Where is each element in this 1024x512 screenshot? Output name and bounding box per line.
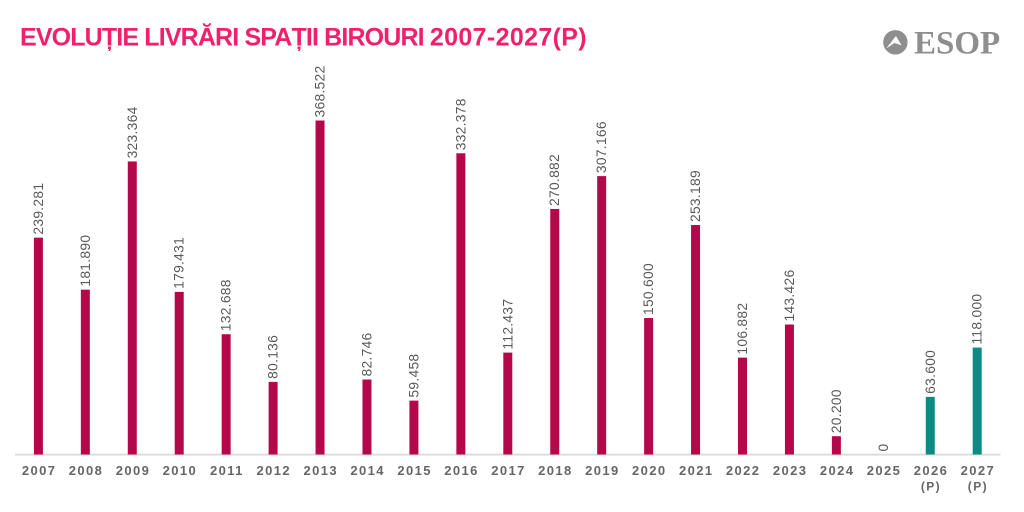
svg-text:2015: 2015	[397, 463, 432, 478]
svg-text:2022: 2022	[726, 463, 761, 478]
svg-text:0: 0	[876, 444, 891, 452]
svg-text:332.378: 332.378	[453, 98, 468, 150]
svg-text:179.431: 179.431	[172, 237, 187, 289]
svg-text:181.890: 181.890	[78, 235, 93, 287]
svg-text:59.458: 59.458	[406, 354, 421, 398]
svg-text:2025: 2025	[867, 463, 902, 478]
svg-text:239.281: 239.281	[31, 183, 46, 235]
svg-text:2013: 2013	[303, 463, 338, 478]
svg-text:2021: 2021	[679, 463, 714, 478]
svg-text:(P): (P)	[968, 480, 988, 494]
svg-text:2016: 2016	[444, 463, 479, 478]
svg-text:80.136: 80.136	[266, 335, 281, 379]
svg-text:2014: 2014	[350, 463, 385, 478]
svg-text:(P): (P)	[921, 480, 941, 494]
svg-text:ESOP: ESOP	[914, 26, 1000, 62]
svg-text:2009: 2009	[116, 463, 151, 478]
svg-text:2024: 2024	[820, 463, 855, 478]
svg-text:2020: 2020	[632, 463, 667, 478]
svg-text:2026: 2026	[914, 463, 949, 478]
svg-text:2017: 2017	[491, 463, 526, 478]
svg-text:106.882: 106.882	[735, 303, 750, 355]
svg-text:143.426: 143.426	[782, 270, 797, 322]
svg-text:2019: 2019	[585, 463, 620, 478]
svg-text:253.189: 253.189	[688, 170, 703, 222]
svg-text:82.746: 82.746	[359, 332, 374, 376]
svg-text:2007: 2007	[22, 463, 57, 478]
svg-text:2012: 2012	[257, 463, 292, 478]
svg-text:307.166: 307.166	[594, 121, 609, 173]
svg-text:2008: 2008	[69, 463, 104, 478]
svg-text:132.688: 132.688	[219, 279, 234, 331]
svg-text:2023: 2023	[773, 463, 808, 478]
svg-text:2018: 2018	[538, 463, 573, 478]
svg-text:368.522: 368.522	[313, 66, 328, 118]
svg-text:20.200: 20.200	[829, 389, 844, 433]
svg-text:323.364: 323.364	[125, 106, 140, 158]
svg-text:2027: 2027	[961, 463, 996, 478]
svg-text:63.600: 63.600	[923, 350, 938, 394]
svg-text:112.437: 112.437	[500, 299, 515, 350]
svg-text:EVOLUȚIE LIVRĂRI SPAȚII BIROUR: EVOLUȚIE LIVRĂRI SPAȚII BIROURI 2007-202…	[20, 22, 587, 51]
svg-text:150.600: 150.600	[641, 263, 656, 315]
svg-text:2010: 2010	[163, 463, 198, 478]
svg-text:118.000: 118.000	[970, 294, 985, 345]
svg-text:2011: 2011	[210, 463, 244, 478]
svg-text:270.882: 270.882	[547, 154, 562, 206]
